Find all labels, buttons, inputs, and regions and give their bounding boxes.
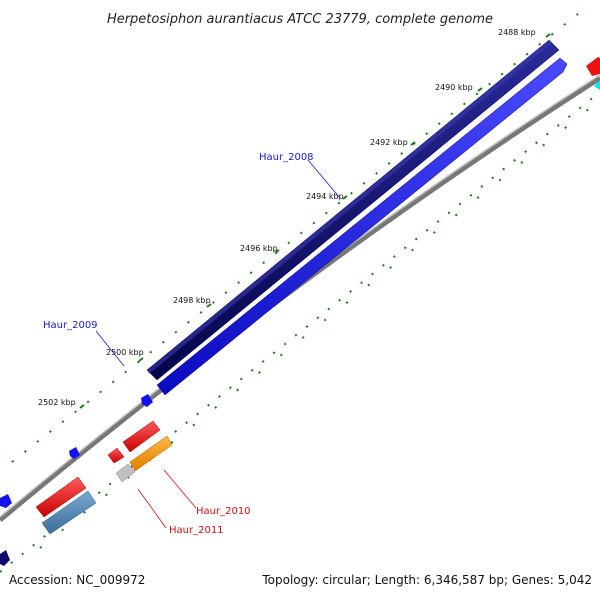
leader-haur-2010 [163,469,197,509]
accession-label: Accession: NC_009972 [9,573,146,587]
genome-backbone [0,75,600,522]
gene-red-pair[interactable] [107,420,161,464]
gene-small-blue-a[interactable] [69,447,80,459]
gene-edge-cyan[interactable] [594,80,600,90]
genome-backbone-highlight [0,74,600,518]
tick-label-2500: 2500 kbp [106,348,144,357]
tick-label-2502: 2502 kbp [38,398,76,407]
gene-steelblue-lower[interactable] [41,490,97,535]
outer-tick-ring [11,5,589,463]
gene-haur-2008-blue[interactable] [156,57,568,396]
inner-tick-ring-b [39,107,591,549]
leader-haur-2008 [307,159,341,199]
label-haur-2011[interactable]: Haur_2011 [169,525,224,536]
gene-haur-2009[interactable] [141,394,153,407]
genome-summary: Topology: circular; Length: 6,346,587 bp… [262,573,592,587]
major-ticks [79,33,551,409]
gene-haur-2011[interactable] [115,463,136,483]
tick-label-2498: 2498 kbp [173,296,211,305]
leader-haur-2011 [137,488,167,529]
label-haur-2009[interactable]: Haur_2009 [43,320,98,331]
gene-haur-2008[interactable] [146,39,560,381]
tick-label-2496: 2496 kbp [240,244,278,253]
label-haur-2010[interactable]: Haur_2010 [196,506,251,517]
tick-label-2492: 2492 kbp [370,138,408,147]
leader-haur-2009 [95,330,125,367]
gene-edge-red[interactable] [586,57,600,76]
map-title: Herpetosiphon aurantiacus ATCC 23779, co… [107,12,493,27]
gene-small-dark-edge[interactable] [0,550,10,566]
gene-small-blue-b[interactable] [0,494,12,508]
tick-label-2490: 2490 kbp [435,83,473,92]
label-haur-2008[interactable]: Haur_2008 [259,152,314,163]
gene-red-lower[interactable] [35,476,87,518]
gene-haur-2010[interactable] [129,435,173,472]
tick-label-2494: 2494 kbp [306,192,344,201]
tick-label-2488: 2488 kbp [498,28,536,37]
